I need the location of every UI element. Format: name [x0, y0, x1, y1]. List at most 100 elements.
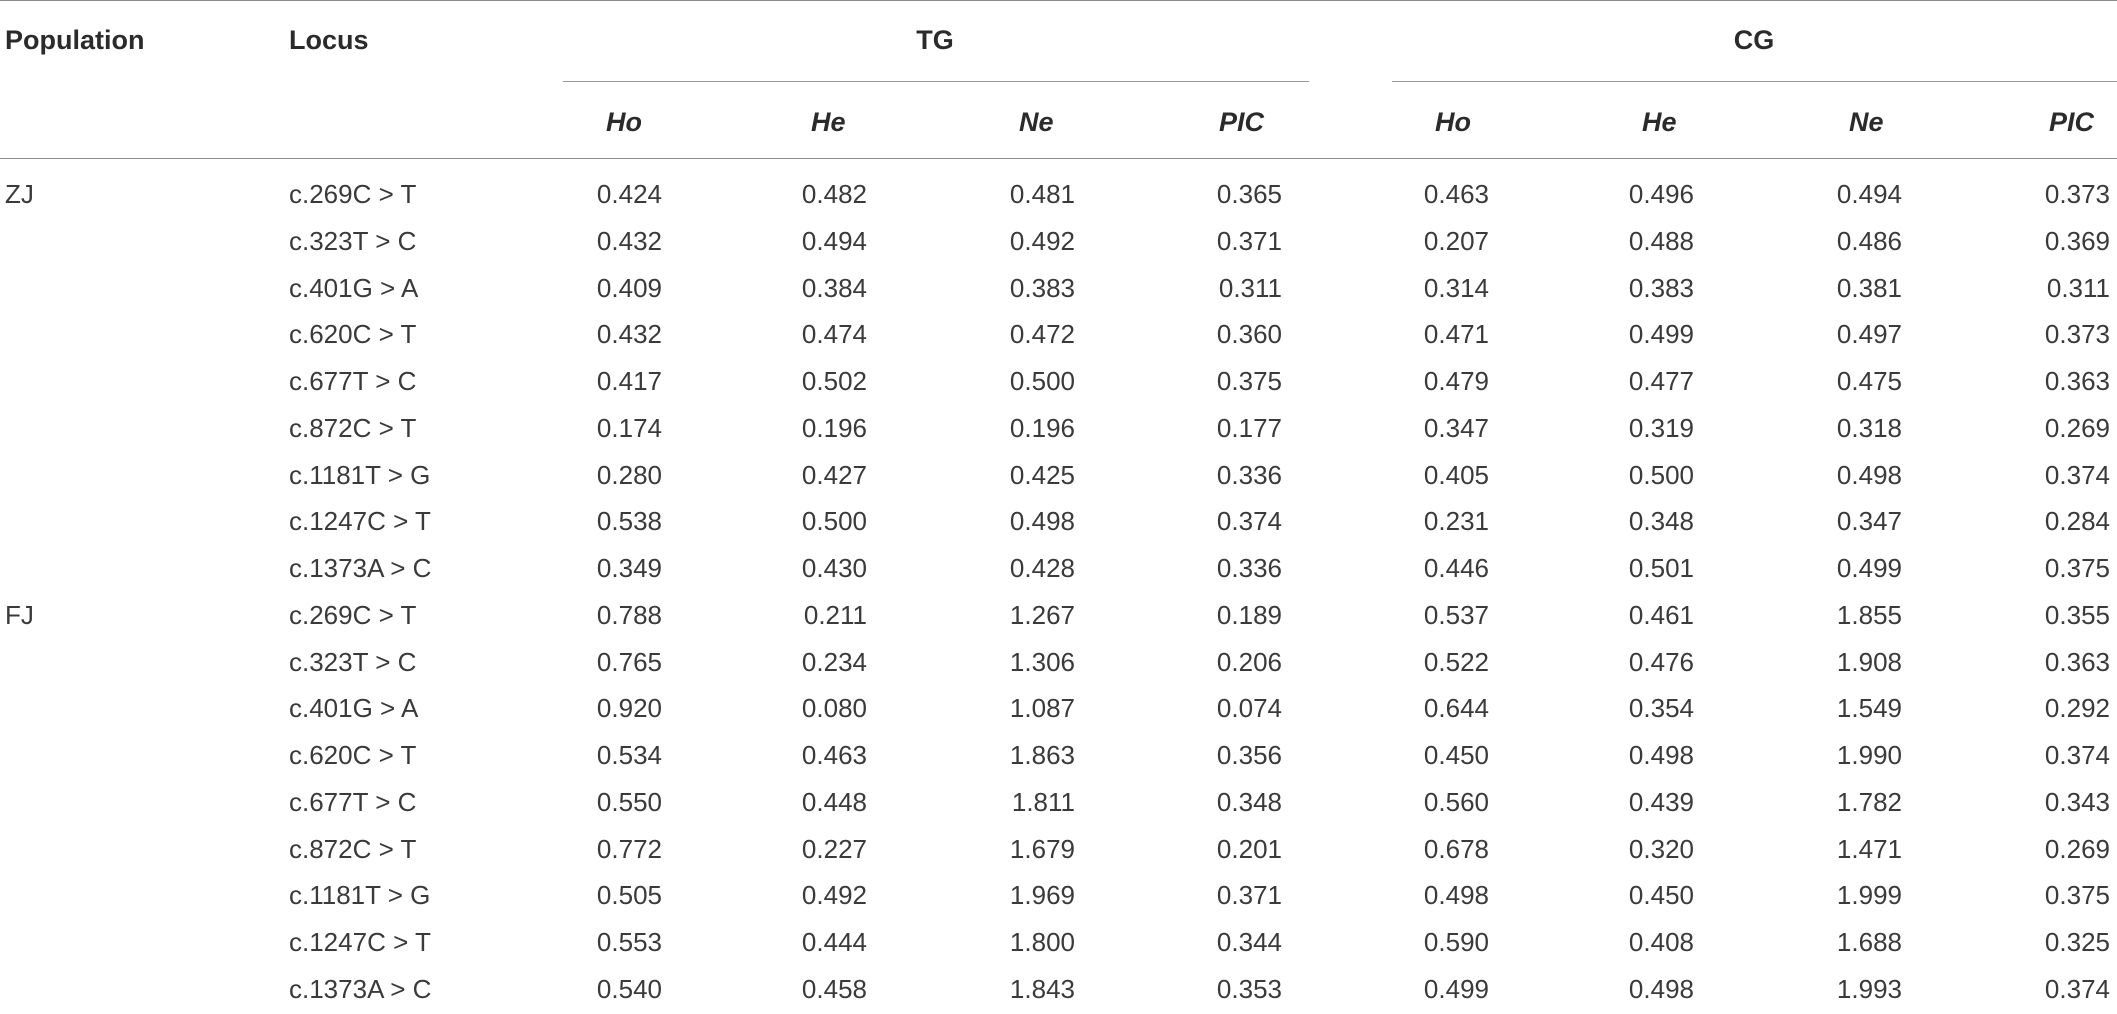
cell-tg-he: 0.196 [801, 412, 867, 443]
cell-locus: c.872C > T [289, 412, 417, 443]
cell-cg-ne: 0.318 [1836, 412, 1902, 443]
cell-tg-pic: 0.074 [1216, 693, 1282, 724]
cell-tg-he: 0.444 [801, 927, 867, 957]
cell-cg-pic: 0.373 [2044, 179, 2110, 209]
cell-tg-ho: 0.280 [596, 459, 662, 490]
cell-cg-pic: 0.269 [2044, 833, 2110, 864]
cell-cg-ne: 1.990 [1836, 740, 1902, 770]
cell-locus: c.677T > C [289, 366, 417, 396]
cell-cg-pic: 0.284 [2044, 506, 2110, 537]
cell-tg-pic: 0.336 [1216, 553, 1282, 583]
cell-tg-ne: 0.383 [1009, 272, 1075, 303]
table-row: c.677T > C 0.550 0.448 1.811 0.348 0.560 0.439… [0, 779, 2117, 826]
cell-tg-ne: 1.843 [1009, 973, 1075, 1004]
cell-cg-he: 0.498 [1628, 740, 1694, 770]
cell-tg-ne: 1.969 [1009, 880, 1075, 911]
header-group-tg: TG [916, 25, 954, 55]
cell-tg-ne: 1.306 [1009, 646, 1075, 677]
cell-cg-he: 0.461 [1628, 599, 1694, 630]
table-top-rule [0, 0, 2117, 1]
cell-tg-he: 0.227 [801, 833, 867, 864]
cell-tg-he: 0.500 [801, 506, 867, 537]
cell-locus: c.269C > T [289, 179, 417, 209]
table-row: FJ c.269C > T 0.788 0.211 1.267 0.189 0.537 0.4… [0, 592, 2117, 639]
cell-locus: c.1373A > C [289, 553, 432, 583]
cell-cg-he: 0.500 [1628, 459, 1694, 490]
cell-tg-ne: 0.481 [1009, 179, 1075, 209]
cell-cg-pic: 0.355 [2044, 599, 2110, 630]
cell-tg-ho: 0.409 [596, 272, 662, 303]
header-tg-pic: PIC [1219, 107, 1265, 137]
cell-locus: c.1181T > G [289, 459, 431, 490]
header-bottom-rule [0, 158, 2117, 159]
cell-tg-he: 0.494 [801, 225, 867, 256]
header-group-cg: CG [1733, 25, 1775, 55]
cell-tg-he: 0.427 [801, 459, 867, 490]
cell-cg-ne: 0.499 [1836, 553, 1902, 583]
cell-cg-ne: 1.782 [1836, 786, 1902, 817]
table-row: c.620C > T 0.534 0.463 1.863 0.356 0.450 0.498… [0, 732, 2117, 779]
table-row: c.401G > A 0.920 0.080 1.087 0.074 0.644 0.354… [0, 685, 2117, 732]
cell-tg-pic: 0.371 [1216, 225, 1282, 256]
cell-cg-he: 0.477 [1628, 366, 1694, 396]
cell-tg-pic: 0.177 [1216, 412, 1282, 443]
cell-cg-ho: 0.498 [1423, 880, 1489, 911]
cell-tg-ho: 0.765 [596, 646, 662, 677]
cell-cg-ho: 0.560 [1423, 786, 1489, 817]
cell-tg-ne: 0.472 [1009, 319, 1075, 350]
cell-tg-ho: 0.432 [596, 319, 662, 350]
cell-cg-ho: 0.471 [1423, 319, 1489, 350]
cell-cg-he: 0.499 [1628, 319, 1694, 350]
cell-cg-ho: 0.314 [1423, 272, 1489, 303]
cell-cg-ne: 0.475 [1836, 366, 1902, 396]
cell-tg-ne: 0.498 [1009, 506, 1075, 537]
cell-locus: c.1181T > G [289, 880, 431, 911]
cell-population: ZJ [5, 179, 34, 209]
cell-tg-ne: 1.811 [1011, 786, 1075, 817]
cell-tg-he: 0.492 [801, 880, 867, 911]
cell-tg-ho: 0.534 [596, 740, 662, 770]
cell-tg-he: 0.448 [801, 786, 867, 817]
table-row: c.872C > T 0.772 0.227 1.679 0.201 0.678 0.320… [0, 826, 2117, 873]
cell-tg-pic: 0.206 [1216, 646, 1282, 677]
cell-tg-pic: 0.348 [1216, 786, 1282, 817]
cell-cg-ne: 0.381 [1836, 272, 1902, 303]
cell-cg-he: 0.498 [1628, 973, 1694, 1004]
cell-cg-ne: 1.999 [1836, 880, 1902, 911]
table-row: c.872C > T 0.174 0.196 0.196 0.177 0.347 0.319… [0, 405, 2117, 452]
cell-tg-pic: 0.336 [1216, 459, 1282, 490]
cell-tg-he: 0.474 [801, 319, 867, 350]
cell-tg-ne: 0.196 [1009, 412, 1075, 443]
cell-cg-he: 0.354 [1628, 693, 1694, 724]
cell-locus: c.323T > C [289, 646, 417, 677]
header-tg-ho: Ho [606, 107, 642, 137]
cell-cg-ho: 0.678 [1423, 833, 1489, 864]
cell-tg-ho: 0.349 [596, 553, 662, 583]
cell-cg-pic: 0.374 [2044, 459, 2110, 490]
cell-tg-pic: 0.365 [1216, 179, 1282, 209]
cell-cg-ho: 0.207 [1423, 225, 1489, 256]
cell-tg-ho: 0.920 [596, 693, 662, 724]
cg-group-rule [1392, 81, 2117, 82]
cell-population: FJ [5, 599, 34, 630]
cell-tg-he: 0.080 [801, 693, 867, 724]
cell-locus: c.1247C > T [289, 506, 431, 537]
cell-tg-he: 0.384 [801, 272, 867, 303]
cell-tg-ne: 1.267 [1009, 599, 1075, 630]
table-row: c.1247C > T 0.538 0.500 0.498 0.374 0.231 0.34… [0, 498, 2117, 545]
cell-cg-ne: 0.347 [1836, 506, 1902, 537]
cell-cg-pic: 0.369 [2044, 225, 2110, 256]
table-row: c.1373A > C 0.540 0.458 1.843 0.353 0.499 0.49… [0, 966, 2117, 1013]
cell-tg-ho: 0.505 [596, 880, 662, 911]
cell-locus: c.620C > T [289, 319, 417, 350]
cell-cg-ne: 0.497 [1836, 319, 1902, 350]
cell-cg-ne: 0.486 [1836, 225, 1902, 256]
cell-locus: c.269C > T [289, 599, 417, 630]
header-population: Population [5, 25, 145, 55]
header-tg-ne: Ne [1019, 107, 1054, 137]
cell-locus: c.677T > C [289, 786, 417, 817]
cell-tg-ne: 1.863 [1009, 740, 1075, 770]
cell-locus: c.401G > A [289, 693, 419, 724]
cell-tg-ho: 0.538 [596, 506, 662, 537]
header-locus: Locus [289, 25, 369, 55]
